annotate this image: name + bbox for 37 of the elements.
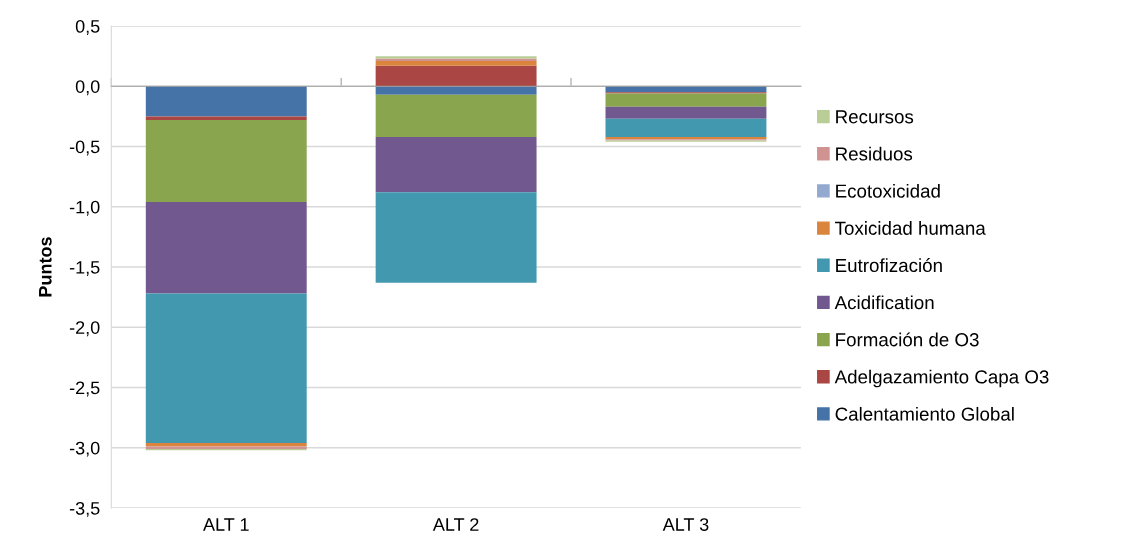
y-tick-label: -1,5 <box>69 261 100 276</box>
y-tick-label: -3,0 <box>69 441 100 457</box>
y-tick-label: -1,0 <box>69 200 100 216</box>
legend-label: Toxicidad humana <box>835 221 986 235</box>
y-tick-label: -2,5 <box>69 381 100 397</box>
y-tick-label: 0,5 <box>75 19 100 35</box>
bar <box>375 192 537 283</box>
x-tick-label: ALT 2 <box>432 518 479 531</box>
bar <box>145 442 307 447</box>
bar <box>605 93 767 107</box>
y-tick-label: -2,0 <box>69 321 100 337</box>
bar <box>605 106 767 119</box>
bar <box>145 120 307 202</box>
y-tick-label: 0,0 <box>75 80 100 96</box>
x-tick-label: ALT 3 <box>662 518 709 531</box>
legend-label: Adelgazamiento Capa O3 <box>834 369 1049 388</box>
bar <box>375 60 537 66</box>
y-tick-label: -0,5 <box>69 140 100 156</box>
bar <box>605 118 767 137</box>
bar <box>375 86 537 95</box>
legend-label: Residuos <box>836 146 913 161</box>
bar <box>145 116 307 121</box>
legend-label: Eutrofización <box>836 258 942 273</box>
legend-label: Recursos <box>836 110 914 124</box>
x-tick-label: ALT 1 <box>203 518 249 531</box>
y-tick-label: -3,5 <box>69 501 100 517</box>
bar <box>375 94 537 137</box>
legend-label: Ecotoxicidad <box>836 183 940 198</box>
bar <box>375 65 537 87</box>
y-axis-title: Puntos <box>39 237 52 297</box>
bar <box>375 136 537 193</box>
bar <box>145 201 307 294</box>
legend-label: Formación de O3 <box>836 332 979 347</box>
bar <box>145 86 307 117</box>
legend-label: Calentamiento Global <box>835 406 1014 421</box>
legend-label: Acidification <box>834 295 934 310</box>
bar <box>145 293 307 443</box>
